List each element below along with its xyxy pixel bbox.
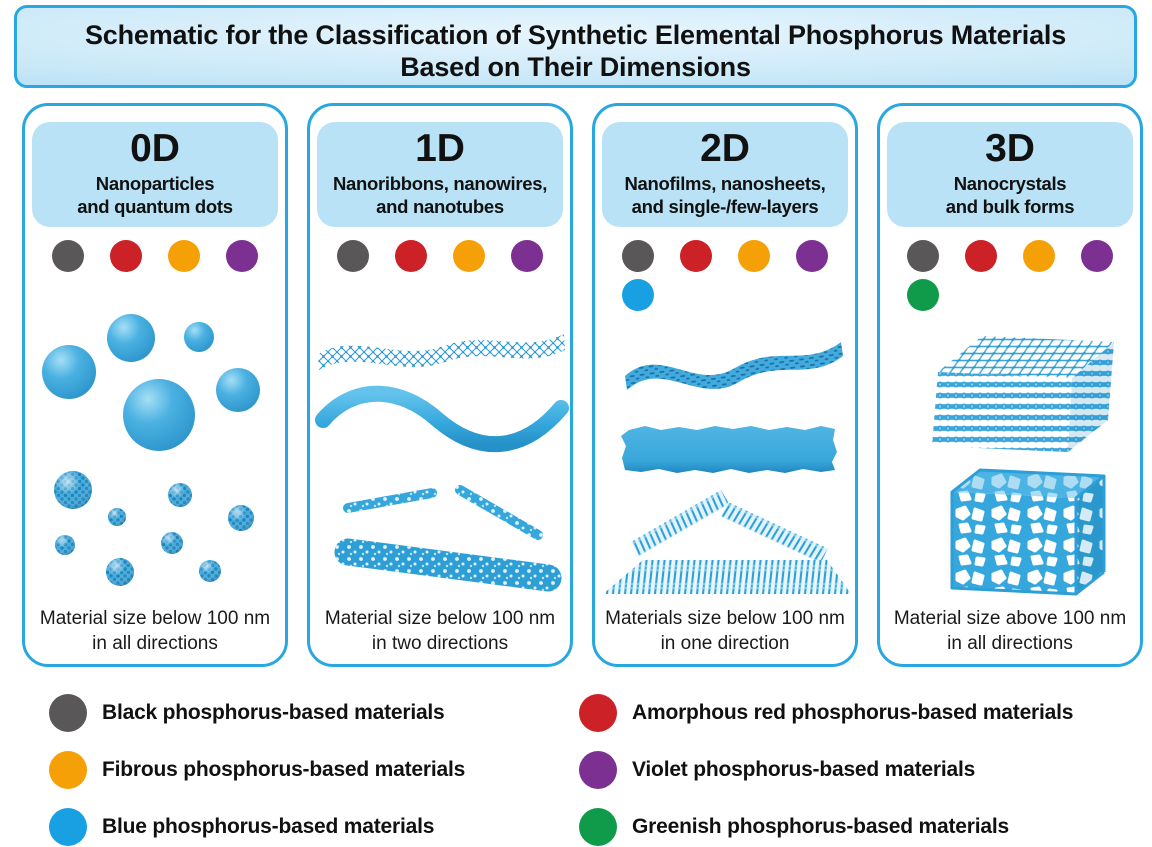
violet-phosphorus-dot <box>1081 240 1113 272</box>
black-phosphorus-dot <box>622 240 654 272</box>
caption-line2: in all directions <box>947 633 1073 654</box>
dimension-column-2d: 2D Nanofilms, nanosheets, and single-/fe… <box>592 103 858 667</box>
size-caption-0d: Material size below 100 nm in all direct… <box>25 606 285 656</box>
black-phosphorus-dot <box>49 693 87 732</box>
fibrous-phosphorus-dot <box>738 240 770 272</box>
column-header-1d: 1D Nanoribbons, nanowires, and nanotubes <box>317 122 563 227</box>
dimension-columns: 0D Nanoparticles and quantum dots <box>22 103 1143 667</box>
legend-label: Greenish phosphorus-based materials <box>632 814 1009 838</box>
layered-nanocrystal-icon <box>932 336 1114 452</box>
material-dot-row <box>595 240 855 272</box>
3d-illustration <box>932 336 1114 596</box>
fibrous-phosphorus-dot <box>1023 240 1055 272</box>
nanoparticle-spheres-icon <box>42 314 260 451</box>
dimension-column-0d: 0D Nanoparticles and quantum dots <box>22 103 288 667</box>
size-caption-1d: Material size below 100 nm in two direct… <box>310 606 570 656</box>
dimension-subtitle-line2: and quantum dots <box>77 196 233 217</box>
material-dot-row-extra <box>880 279 1140 311</box>
amorphous-red-phosphorus-dot <box>395 240 427 272</box>
1d-illustration <box>315 334 569 592</box>
column-header-3d: 3D Nanocrystals and bulk forms <box>887 122 1133 227</box>
legend-label: Black phosphorus-based materials <box>102 700 445 724</box>
caption-line1: Material size below 100 nm <box>324 608 556 629</box>
violet-phosphorus-dot <box>796 240 828 272</box>
legend-label: Blue phosphorus-based materials <box>102 814 435 838</box>
dimension-subtitle-line1: Nanocrystals <box>953 173 1067 194</box>
0d-illustration <box>42 314 260 586</box>
amorphous-red-phosphorus-dot <box>965 240 997 272</box>
page-title-line1: Schematic for the Classification of Synt… <box>84 20 1067 50</box>
quantum-dot-spheres-icon <box>54 471 254 586</box>
material-dot-row <box>310 240 570 272</box>
dimension-label: 3D <box>985 127 1035 170</box>
page-title-line2: Based on Their Dimensions <box>400 52 751 82</box>
title-banner: Schematic for the Classification of Synt… <box>14 5 1137 88</box>
nanofilm-icon <box>621 426 837 473</box>
legend-item-black: Black phosphorus-based materials <box>0 684 576 741</box>
column-header-0d: 0D Nanoparticles and quantum dots <box>32 122 278 227</box>
black-phosphorus-dot <box>52 240 84 272</box>
dimension-subtitle-line1: Nanoribbons, nanowires, <box>332 173 548 194</box>
legend-item-violet: Violet phosphorus-based materials <box>576 741 1152 798</box>
fibrous-phosphorus-dot <box>49 750 87 789</box>
dimension-column-1d: 1D Nanoribbons, nanowires, and nanotubes <box>307 103 573 667</box>
dimension-label: 1D <box>415 127 465 170</box>
material-dot-row <box>25 240 285 272</box>
dimension-subtitle-line2: and nanotubes <box>376 196 504 217</box>
legend-item-greenish: Greenish phosphorus-based materials <box>576 798 1152 847</box>
dimension-subtitle-line1: Nanoparticles <box>95 173 215 194</box>
legend-item-amorphous-red: Amorphous red phosphorus-based materials <box>576 684 1152 741</box>
caption-line1: Material size above 100 nm <box>893 608 1127 629</box>
blue-phosphorus-dot <box>622 279 654 311</box>
fibrous-phosphorus-dot <box>168 240 200 272</box>
amorphous-red-phosphorus-dot <box>680 240 712 272</box>
legend-label: Violet phosphorus-based materials <box>632 757 976 781</box>
dimension-subtitle-line1: Nanofilms, nanosheets, <box>624 173 826 194</box>
2d-illustration <box>603 342 851 594</box>
material-dot-row-extra <box>595 279 855 311</box>
violet-phosphorus-dot <box>226 240 258 272</box>
legend-left-column: Black phosphorus-based materials Fibrous… <box>0 684 576 847</box>
legend-item-fibrous: Fibrous phosphorus-based materials <box>0 741 576 798</box>
caption-line1: Materials size below 100 nm <box>605 608 845 629</box>
dimension-column-3d: 3D Nanocrystals and bulk forms <box>877 103 1143 667</box>
amorphous-red-phosphorus-dot <box>579 693 617 732</box>
black-phosphorus-dot <box>907 240 939 272</box>
few-layer-flakes-icon <box>631 489 828 563</box>
column-header-2d: 2D Nanofilms, nanosheets, and single-/fe… <box>602 122 848 227</box>
legend-label: Amorphous red phosphorus-based materials <box>632 700 1074 724</box>
fibrous-phosphorus-dot <box>453 240 485 272</box>
blue-phosphorus-dot <box>49 807 87 846</box>
caption-line1: Material size below 100 nm <box>39 608 271 629</box>
nanowire-icon <box>315 385 569 453</box>
greenish-phosphorus-dot <box>579 807 617 846</box>
legend: Black phosphorus-based materials Fibrous… <box>0 684 1152 847</box>
caption-line2: in one direction <box>660 633 790 654</box>
legend-item-blue: Blue phosphorus-based materials <box>0 798 576 847</box>
violet-phosphorus-dot <box>579 750 617 789</box>
nanotubes-icon <box>334 485 562 592</box>
caption-line2: in two directions <box>371 633 509 654</box>
dimension-label: 2D <box>700 127 750 170</box>
legend-right-column: Amorphous red phosphorus-based materials… <box>576 684 1152 847</box>
greenish-phosphorus-dot <box>907 279 939 311</box>
single-layer-sheet-icon <box>603 560 851 594</box>
dimension-subtitle-line2: and single-/few-layers <box>631 196 819 217</box>
legend-label: Fibrous phosphorus-based materials <box>102 757 466 781</box>
dimension-subtitle-line2: and bulk forms <box>945 196 1075 217</box>
amorphous-red-phosphorus-dot <box>110 240 142 272</box>
caption-line2: in all directions <box>92 633 218 654</box>
size-caption-2d: Materials size below 100 nm in one direc… <box>595 606 855 656</box>
nanoribbon-icon <box>318 334 565 370</box>
material-dot-row <box>880 240 1140 272</box>
size-caption-3d: Material size above 100 nm in all direct… <box>880 606 1140 656</box>
black-phosphorus-dot <box>337 240 369 272</box>
violet-phosphorus-dot <box>511 240 543 272</box>
wavy-nanosheet-icon <box>625 342 843 390</box>
porous-bulk-cube-icon <box>950 468 1106 596</box>
dimension-label: 0D <box>130 127 180 170</box>
